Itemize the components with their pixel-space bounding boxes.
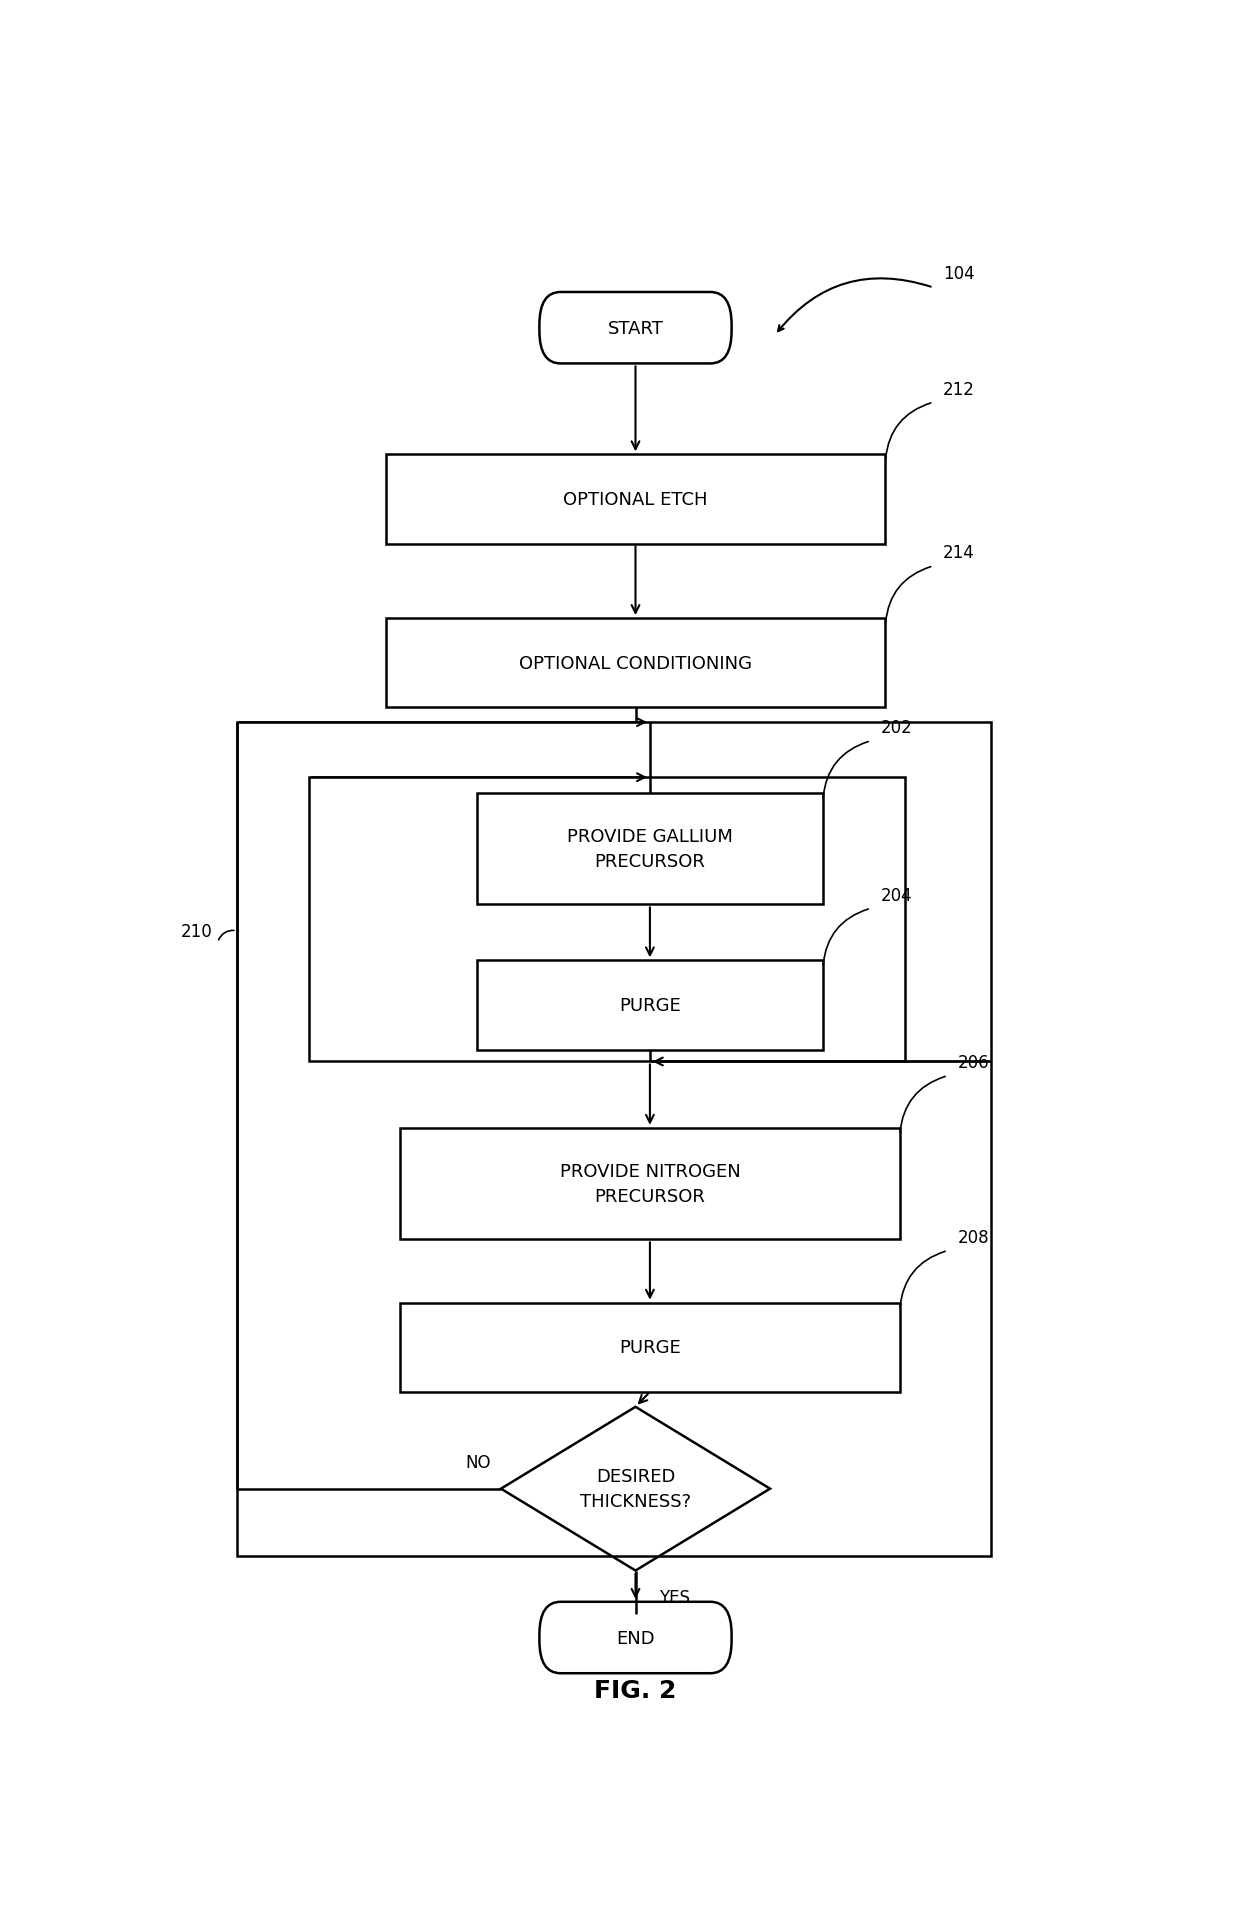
- FancyBboxPatch shape: [539, 294, 732, 365]
- FancyBboxPatch shape: [539, 1602, 732, 1673]
- Text: 210: 210: [181, 922, 213, 941]
- Bar: [401, 1302, 900, 1393]
- Text: PURGE: PURGE: [619, 1339, 681, 1356]
- Bar: [237, 723, 991, 1555]
- Text: 206: 206: [957, 1053, 990, 1072]
- Text: OPTIONAL CONDITIONING: OPTIONAL CONDITIONING: [520, 655, 751, 672]
- Text: START: START: [608, 319, 663, 338]
- Text: YES: YES: [660, 1588, 691, 1607]
- Text: 202: 202: [880, 719, 913, 736]
- Text: PROVIDE GALLIUM
PRECURSOR: PROVIDE GALLIUM PRECURSOR: [567, 827, 733, 871]
- Bar: [477, 794, 823, 904]
- Text: PURGE: PURGE: [619, 997, 681, 1014]
- Bar: [386, 618, 885, 707]
- Text: 204: 204: [880, 887, 913, 904]
- Text: 214: 214: [944, 545, 975, 562]
- Text: PROVIDE NITROGEN
PRECURSOR: PROVIDE NITROGEN PRECURSOR: [559, 1163, 740, 1206]
- Text: 104: 104: [942, 265, 975, 282]
- Text: OPTIONAL ETCH: OPTIONAL ETCH: [563, 491, 708, 508]
- Text: 212: 212: [944, 381, 975, 398]
- Bar: [386, 456, 885, 545]
- Text: FIG. 2: FIG. 2: [594, 1677, 677, 1702]
- Text: END: END: [616, 1629, 655, 1646]
- Bar: [309, 779, 905, 1063]
- Polygon shape: [501, 1406, 770, 1571]
- Text: 208: 208: [957, 1229, 990, 1246]
- Text: NO: NO: [466, 1453, 491, 1470]
- Bar: [477, 960, 823, 1051]
- Text: DESIRED
THICKNESS?: DESIRED THICKNESS?: [580, 1468, 691, 1511]
- Bar: [401, 1128, 900, 1240]
